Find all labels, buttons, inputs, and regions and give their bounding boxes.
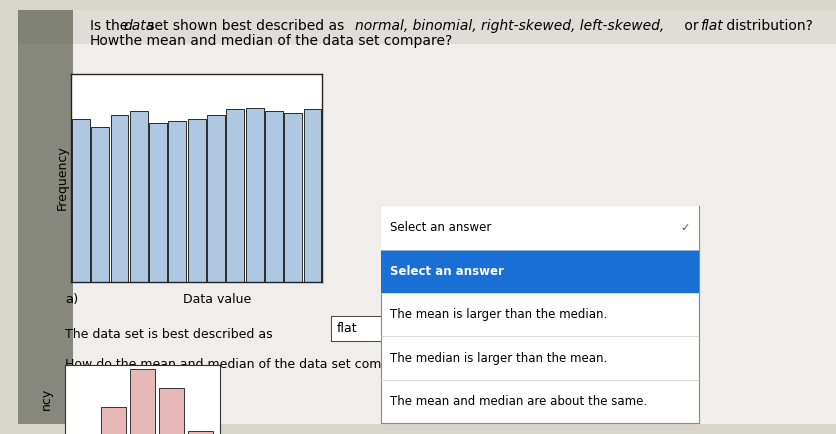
Text: distribution?: distribution? (721, 19, 812, 33)
Bar (303, 109, 321, 282)
Bar (130, 112, 147, 282)
Text: ❯: ❯ (388, 326, 398, 333)
Text: How: How (90, 34, 120, 48)
Text: The median is larger than the mean.: The median is larger than the mean. (390, 352, 607, 365)
Bar (187, 119, 206, 282)
Text: The mean and median are about the same.: The mean and median are about the same. (390, 395, 647, 408)
Text: ✓: ✓ (679, 223, 689, 233)
Bar (284, 113, 302, 282)
Bar (101, 408, 126, 434)
Text: Is the: Is the (90, 19, 132, 33)
Bar (206, 115, 225, 282)
Bar (72, 119, 89, 282)
Bar (380, 250, 698, 293)
Bar (168, 122, 186, 282)
Bar (18, 10, 73, 424)
Bar (380, 206, 698, 250)
Bar (110, 115, 128, 282)
Text: Data value: Data value (183, 293, 252, 306)
Text: the mean and median of the data set compare?: the mean and median of the data set comp… (115, 34, 451, 48)
Text: ncy: ncy (39, 388, 53, 411)
Text: How do the mean and median of the data set compare?: How do the mean and median of the data s… (65, 358, 416, 371)
Bar (246, 108, 263, 282)
Bar (265, 112, 283, 282)
Bar (18, 10, 836, 44)
Bar (130, 369, 155, 434)
Text: The data set is best described as: The data set is best described as (65, 328, 277, 341)
Text: Select an answer: Select an answer (390, 265, 503, 278)
Text: data: data (123, 19, 154, 33)
Bar (159, 388, 184, 434)
Bar (188, 431, 213, 434)
Text: set shown best described as: set shown best described as (143, 19, 349, 33)
Bar (149, 123, 166, 282)
Text: normal, binomial, right-skewed, left-skewed,: normal, binomial, right-skewed, left-ske… (354, 19, 664, 33)
Text: Select an answer: Select an answer (390, 221, 492, 234)
Text: The mean is larger than the median.: The mean is larger than the median. (390, 308, 607, 321)
Bar (91, 127, 109, 282)
Text: a): a) (65, 293, 79, 306)
Y-axis label: Frequency: Frequency (55, 145, 69, 210)
Text: flat: flat (336, 322, 356, 335)
Text: flat: flat (699, 19, 722, 33)
Text: or: or (679, 19, 702, 33)
Bar (227, 109, 244, 282)
Text: .: . (405, 328, 409, 341)
